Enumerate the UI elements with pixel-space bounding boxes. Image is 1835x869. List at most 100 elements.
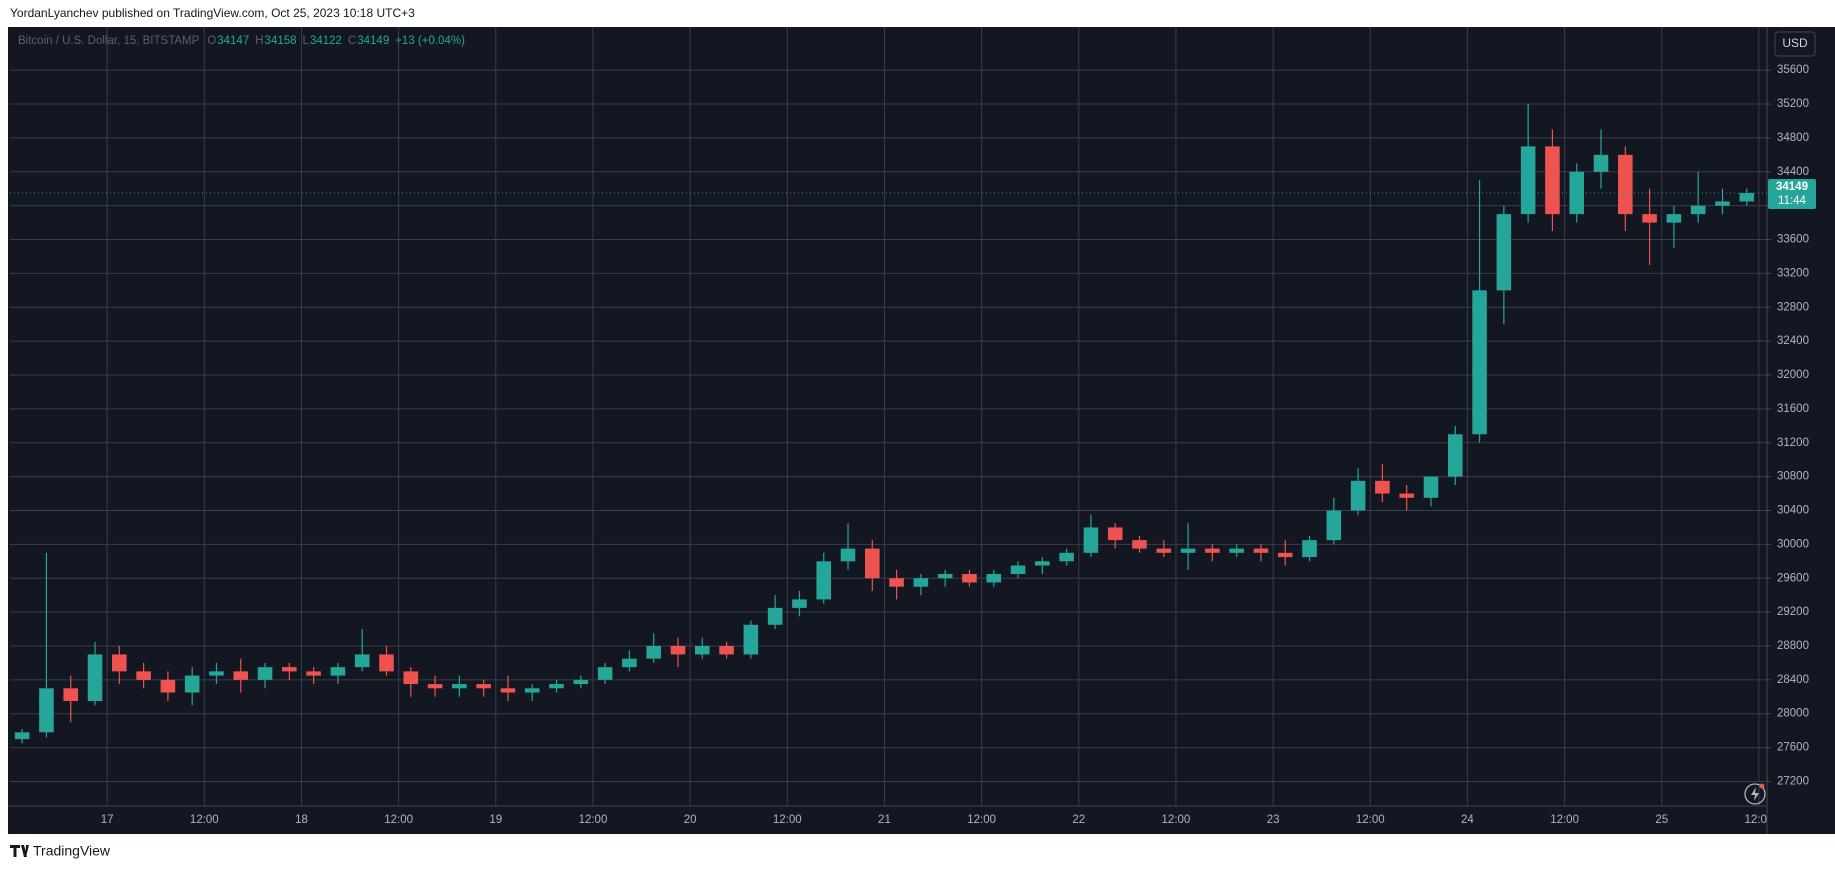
candle-body — [1277, 552, 1293, 558]
countdown-label: 11:44 — [1778, 195, 1807, 207]
replay-icon-bolt — [1751, 787, 1759, 801]
candle-body — [1690, 205, 1706, 215]
currency-label[interactable]: USD — [1782, 36, 1808, 50]
candle-body — [282, 667, 297, 672]
candle-body — [379, 654, 394, 672]
candle-body — [694, 645, 710, 655]
y-tick-label: 28800 — [1777, 640, 1809, 652]
x-tick-label: 20 — [684, 814, 697, 826]
legend-field-label: L — [303, 35, 310, 47]
y-tick-label: 30000 — [1777, 538, 1809, 550]
candle-body — [1593, 154, 1609, 172]
candle-body — [840, 548, 856, 562]
y-tick-label: 32000 — [1777, 369, 1809, 381]
candle-body — [670, 645, 686, 655]
candle-body — [622, 658, 637, 668]
candle-body — [1302, 540, 1317, 558]
x-tick-label: 12:00 — [1745, 814, 1774, 826]
candle-body — [1472, 290, 1487, 435]
y-tick-label: 33600 — [1777, 234, 1809, 246]
candle-body — [1253, 548, 1269, 553]
candle-body — [233, 671, 249, 680]
y-tick-label: 27600 — [1777, 742, 1809, 754]
candle-body — [865, 548, 880, 579]
candle-body — [427, 684, 443, 689]
candle-body — [597, 667, 613, 680]
candles-layer — [14, 104, 1755, 744]
legend-symbol: Bitcoin / U.S. Dollar, 15, BITSTAMP — [18, 35, 200, 47]
candle-body — [1180, 548, 1196, 553]
y-tick-label: 27200 — [1777, 775, 1809, 787]
last-price-tag — [1768, 179, 1816, 210]
candle-body — [500, 688, 516, 693]
candle-body — [136, 671, 151, 680]
candle-body — [403, 671, 419, 685]
x-tick-label: 19 — [489, 814, 502, 826]
legend-field-value: 34147 — [217, 35, 249, 47]
candle-body — [549, 684, 564, 689]
candle-body — [937, 573, 953, 579]
last-price-label: 34149 — [1776, 181, 1808, 193]
candle-body — [1423, 476, 1439, 498]
candle-body — [330, 667, 346, 676]
y-tick-label: 32800 — [1777, 301, 1809, 313]
y-tick-label: 31200 — [1777, 437, 1809, 449]
y-tick-label: 34400 — [1777, 166, 1809, 178]
x-tick-label: 12:00 — [384, 814, 413, 826]
x-tick-label: 24 — [1461, 814, 1474, 826]
y-tick-label: 30800 — [1777, 471, 1809, 483]
candle-body — [1447, 434, 1463, 477]
candle-body — [1326, 510, 1342, 541]
y-tick-label: 31600 — [1777, 403, 1809, 415]
candle-body — [209, 671, 224, 676]
currency-button[interactable] — [1774, 31, 1816, 57]
price-axis: 27200 27600 28000 28400 28800 29200 29600 30000… — [1767, 64, 1809, 787]
candle-body — [1569, 171, 1585, 215]
x-tick-label: 12:00 — [1356, 814, 1385, 826]
x-tick-label: 18 — [295, 814, 308, 826]
footer-bar — [0, 834, 1835, 869]
candle-body — [1205, 548, 1220, 553]
x-tick-label: 25 — [1655, 814, 1668, 826]
chart-panel — [8, 27, 1835, 834]
y-tick-label: 33200 — [1777, 267, 1809, 279]
candle-body — [1350, 480, 1366, 511]
candle-body — [767, 607, 783, 625]
legend-change: +13 (+0.04%) — [395, 35, 465, 47]
candle-body — [1107, 527, 1123, 541]
footer-brand: TradingView — [33, 843, 111, 859]
legend-field-value: 34149 — [357, 35, 389, 47]
candle-body — [476, 684, 491, 689]
y-tick-label: 28000 — [1777, 708, 1809, 720]
candle-body — [524, 688, 540, 693]
candle-body — [1666, 214, 1682, 223]
candle-body — [1715, 201, 1730, 206]
legend: Bitcoin / U.S. Dollar, 15, BITSTAMP O 3414… — [18, 35, 465, 47]
candle-body — [1083, 527, 1099, 553]
candle-body — [112, 654, 127, 672]
candle-body — [719, 645, 734, 655]
candle-body — [1642, 214, 1657, 223]
y-tick-label: 34800 — [1777, 132, 1809, 144]
candle-body — [1375, 480, 1390, 494]
replay-icon[interactable] — [1744, 783, 1766, 805]
candle-body — [1739, 193, 1755, 202]
legend-field-label: O — [207, 35, 216, 47]
candle-body — [452, 684, 467, 689]
x-tick-label: 12:00 — [967, 814, 996, 826]
candle-body — [646, 645, 661, 659]
candle-body — [14, 732, 30, 740]
x-tick-label: 22 — [1072, 814, 1085, 826]
legend-field-label: C — [348, 35, 356, 47]
candle-body — [986, 573, 1002, 583]
y-tick-label: 35200 — [1777, 98, 1809, 110]
replay-dot — [1759, 783, 1765, 789]
x-tick-label: 12:00 — [579, 814, 608, 826]
candle-body — [354, 654, 370, 668]
candle-body — [573, 679, 589, 685]
candle-body — [63, 688, 79, 702]
candle-body — [1010, 565, 1026, 574]
candle-body — [889, 578, 904, 587]
